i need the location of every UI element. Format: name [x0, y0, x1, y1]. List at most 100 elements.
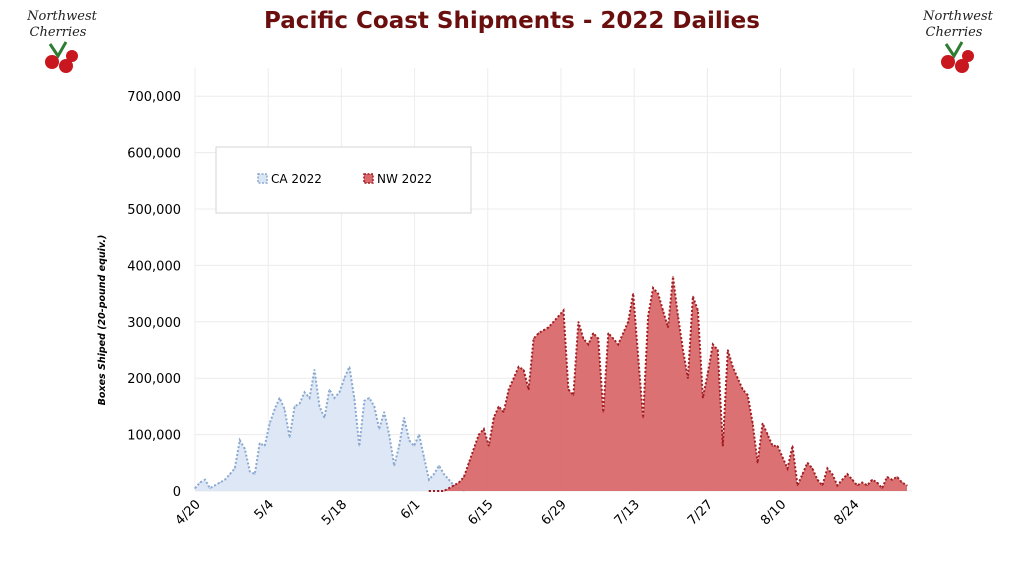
data-point: [244, 448, 246, 450]
data-point: [786, 467, 789, 469]
x-tick-label: 8/24: [831, 497, 862, 528]
data-point: [906, 484, 908, 486]
data-point: [393, 465, 395, 467]
data-point: [488, 445, 490, 447]
data-point: [856, 484, 858, 486]
x-tick-label: 5/18: [319, 497, 350, 528]
data-point: [338, 391, 340, 393]
data-point: [597, 338, 599, 340]
data-point: [881, 487, 883, 489]
data-point: [542, 329, 545, 331]
data-point: [587, 343, 590, 345]
data-point: [513, 377, 515, 379]
y-tick-label: 300,000: [127, 316, 181, 331]
data-point: [463, 476, 465, 478]
data-point: [343, 377, 345, 379]
data-point: [871, 479, 873, 481]
data-point: [697, 309, 699, 312]
y-axis-ticks: 0 100,000 200,000 300,000 400,000 500,000 600,…: [127, 90, 181, 500]
data-point: [249, 470, 251, 472]
data-point: [428, 479, 430, 481]
northwest-cherries-logo: Northwest Cherries: [26, 9, 98, 73]
data-point: [732, 366, 734, 368]
data-point: [717, 349, 719, 351]
logo-word-northwest: Northwest: [26, 9, 98, 24]
data-point: [523, 369, 525, 371]
data-point: [313, 369, 316, 371]
x-tick-label: 8/10: [758, 497, 789, 528]
y-axis-label: Boxes Shiped (20-pound equiv.): [97, 235, 108, 406]
data-point: [662, 309, 664, 312]
data-point: [687, 377, 689, 379]
northwest-cherries-logo: Northwest Cherries: [922, 9, 994, 73]
data-point: [448, 487, 450, 489]
data-point: [438, 490, 440, 492]
data-point: [433, 473, 435, 475]
data-point: [209, 487, 211, 489]
data-point: [408, 439, 410, 441]
data-point: [811, 467, 814, 469]
y-tick-label: 400,000: [127, 259, 181, 274]
data-point: [289, 436, 291, 438]
data-point: [836, 484, 838, 486]
data-point: [637, 355, 639, 357]
data-point: [234, 467, 236, 469]
x-tick-label: 6/15: [465, 497, 496, 528]
data-point: [567, 388, 570, 391]
data-point: [577, 321, 580, 323]
legend-box: [215, 146, 472, 214]
data-point: [742, 388, 744, 391]
data-point: [801, 473, 804, 475]
data-point: [348, 366, 350, 368]
y-tick-label: 600,000: [127, 147, 181, 162]
data-point: [607, 332, 609, 334]
data-point: [483, 428, 485, 430]
data-point: [239, 439, 241, 441]
data-point: [478, 434, 480, 436]
x-tick-label: 7/27: [685, 497, 716, 528]
data-point: [547, 326, 550, 328]
legend-swatch-ca-2022: [257, 173, 268, 184]
data-point: [767, 434, 769, 436]
x-tick-label: 5/4: [252, 497, 277, 522]
logo-word-cherries: Cherries: [30, 25, 87, 40]
x-axis-ticks: 4/20 5/4 5/18 6/1 6/15 6/29 7/13 7/27 8/10 8/24: [173, 497, 863, 528]
y-tick-label: 200,000: [127, 372, 181, 387]
data-point: [418, 434, 420, 436]
data-point: [562, 309, 565, 312]
data-point: [358, 445, 360, 447]
data-point: [199, 481, 201, 484]
data-point: [533, 338, 535, 340]
data-point: [622, 332, 624, 334]
data-point: [692, 295, 694, 297]
data-point: [363, 400, 365, 402]
data-point: [682, 349, 684, 351]
data-point: [896, 476, 898, 478]
data-point: [901, 481, 903, 484]
data-point: [274, 408, 276, 410]
legend: CA 2022 NW 2022: [215, 146, 472, 214]
data-point: [398, 445, 400, 447]
data-point: [657, 293, 659, 295]
data-point: [388, 434, 390, 436]
data-point: [433, 490, 435, 492]
data-point: [592, 332, 594, 334]
data-point: [528, 388, 530, 391]
chart-title: Pacific Coast Shipments - 2022 Dailies: [264, 8, 760, 34]
data-point: [831, 473, 833, 475]
data-point: [796, 484, 799, 486]
data-point: [712, 343, 714, 345]
data-point: [642, 417, 644, 419]
plot-area: [194, 276, 908, 492]
data-point: [806, 462, 809, 464]
data-point: [572, 394, 575, 396]
data-point: [229, 473, 231, 475]
data-point: [747, 394, 749, 396]
data-point: [667, 326, 669, 328]
data-point: [323, 417, 326, 419]
data-point: [722, 445, 724, 447]
data-point: [204, 479, 206, 481]
x-tick-label: 6/1: [398, 497, 423, 522]
data-point: [821, 484, 824, 486]
data-point: [617, 343, 619, 345]
